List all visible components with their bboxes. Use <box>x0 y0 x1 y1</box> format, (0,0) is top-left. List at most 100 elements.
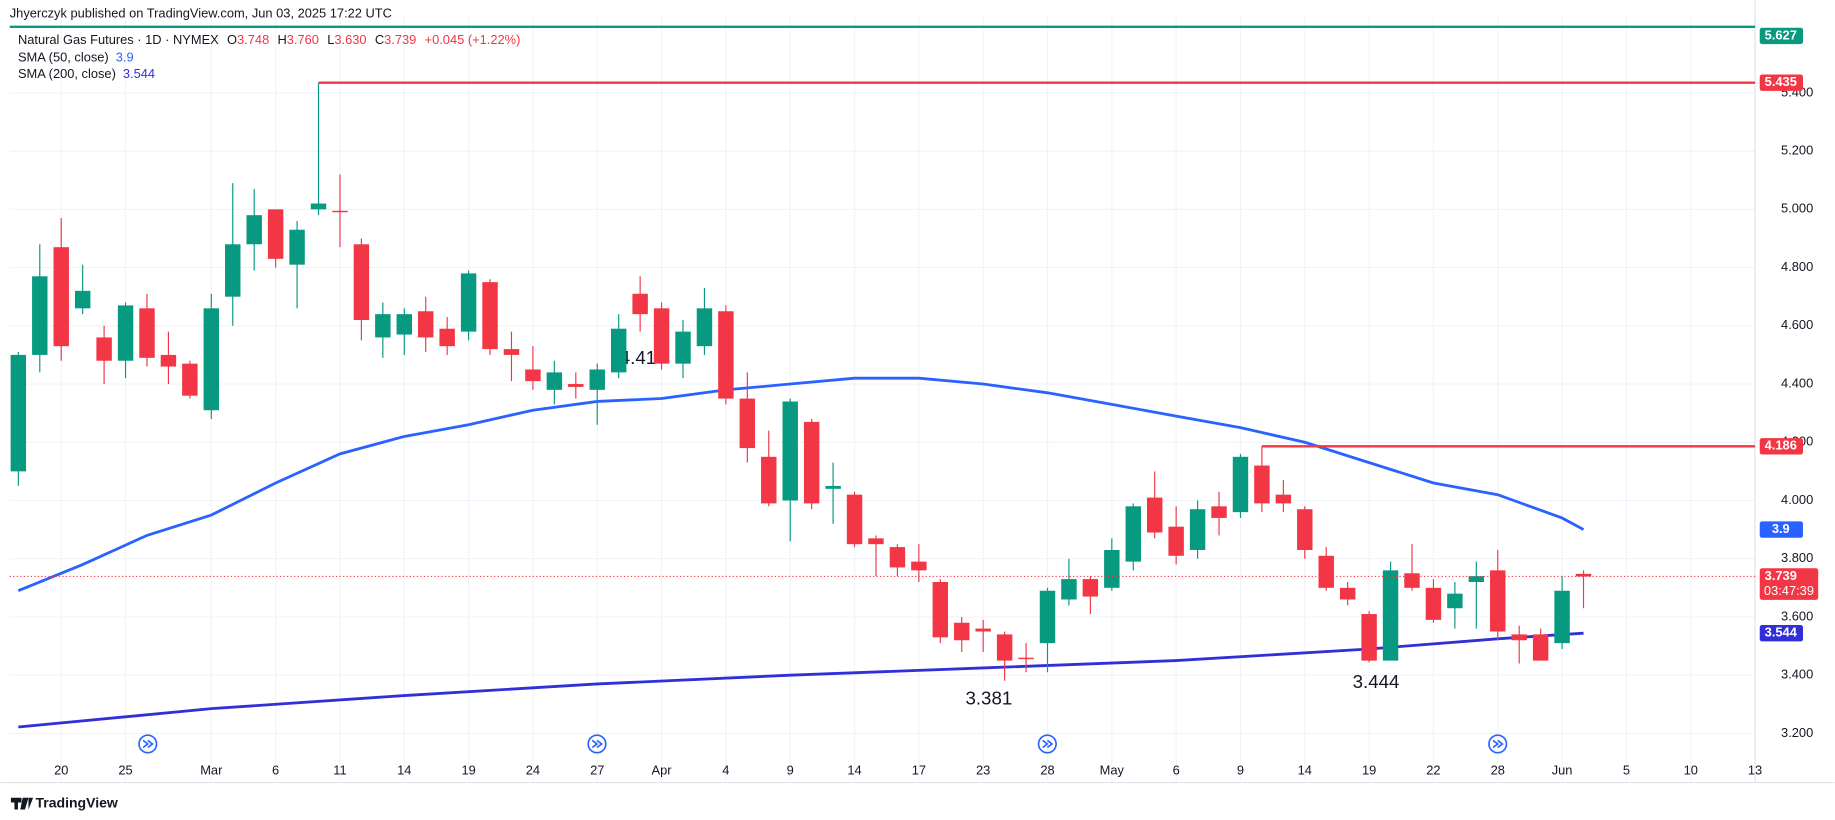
candle-body <box>439 328 455 347</box>
sma-name: SMA (200, close) <box>18 66 116 81</box>
x-tick-label: 14 <box>1298 762 1312 777</box>
candle-body <box>396 314 412 335</box>
y-tick-label: 3.400 <box>1781 667 1813 682</box>
x-tick-label: 14 <box>397 762 411 777</box>
last-price-label: 3.739 <box>1765 568 1797 583</box>
event-icons <box>138 734 1508 754</box>
event-icon[interactable] <box>587 734 607 754</box>
candle-body <box>1404 573 1420 588</box>
candle-body <box>782 401 798 501</box>
level-label: 5.627 <box>1765 27 1797 42</box>
candle-body <box>1254 465 1270 504</box>
event-icon[interactable] <box>1037 734 1057 754</box>
y-tick-label: 5.200 <box>1781 143 1813 158</box>
x-tick-label: 19 <box>1362 762 1376 777</box>
candle-body <box>182 363 198 396</box>
y-tick-label: 3.800 <box>1781 550 1813 565</box>
candle-body <box>1211 506 1227 518</box>
candle-body <box>53 247 69 347</box>
y-tick-label: 3.600 <box>1781 608 1813 623</box>
candle-body <box>1104 549 1120 588</box>
candle-body <box>482 282 498 350</box>
y-tick-label: 4.000 <box>1781 492 1813 507</box>
ohlc-value: 3.739 <box>384 32 416 47</box>
candle-body <box>32 276 48 355</box>
event-icon[interactable] <box>1488 734 1508 754</box>
level-label-box <box>1759 27 1804 45</box>
candle-body <box>289 229 305 265</box>
y-tick-label: 4.400 <box>1781 375 1813 390</box>
y-tick-label: 5.000 <box>1781 201 1813 216</box>
sma-label: 3.9 <box>1772 521 1790 536</box>
candle-body <box>139 308 155 358</box>
event-icon[interactable] <box>138 734 158 754</box>
candle-body <box>1361 614 1377 661</box>
x-tick-label: 14 <box>847 762 861 777</box>
event-arrow <box>1042 739 1054 749</box>
candle-body <box>1232 456 1249 513</box>
candle-body <box>74 290 91 309</box>
level-label: 5.435 <box>1765 74 1797 89</box>
candle-body <box>1575 573 1592 577</box>
x-tick-label: 9 <box>1237 762 1244 777</box>
candle-body <box>267 209 284 259</box>
candle-body <box>1125 506 1141 562</box>
level-label-box <box>1759 74 1804 91</box>
candle-body <box>96 337 112 361</box>
sma-line <box>18 631 1584 729</box>
ohlc-value: 3.760 <box>287 32 319 47</box>
legend-row: SMA (200, close) 3.544 <box>18 66 155 81</box>
x-tick-label: 10 <box>1684 762 1698 777</box>
event-arrow <box>142 739 154 749</box>
candle-body <box>1382 570 1399 661</box>
ohlc-key: H <box>277 32 286 47</box>
candle-body <box>1018 657 1034 660</box>
last-price-box <box>1759 568 1819 600</box>
background-layer: 3.2003.4003.6003.8004.0004.2004.4004.600… <box>0 0 1835 784</box>
y-tick-label: 4.600 <box>1781 317 1813 332</box>
ohlc-key: O <box>227 32 237 47</box>
candle-body <box>803 421 820 504</box>
x-tick-label: 6 <box>1173 762 1180 777</box>
level-label: 4.186 <box>1765 438 1797 453</box>
sma-value: 3.544 <box>123 66 155 81</box>
candle-body <box>332 210 348 213</box>
candle-body <box>1339 587 1356 600</box>
x-tick-label: 11 <box>333 762 346 777</box>
legend-row: Natural Gas Futures · 1D · NYMEX O3.748 … <box>18 32 520 47</box>
x-tick-label: 19 <box>461 762 475 777</box>
candle-body <box>1318 555 1334 588</box>
candle-body <box>996 634 1013 661</box>
sma-line <box>17 376 1585 593</box>
x-tick-label: 25 <box>118 762 132 777</box>
x-tick-label: 9 <box>787 762 794 777</box>
annotation: 4.41 <box>620 347 656 368</box>
ohlc-key: C <box>375 32 384 47</box>
candle-body <box>203 308 220 411</box>
x-tick-label: 22 <box>1426 762 1440 777</box>
candle-body <box>761 456 777 504</box>
candle-body <box>675 331 691 364</box>
brand-logo <box>10 797 34 810</box>
candle-body <box>375 314 391 338</box>
y-tick-label: 4.800 <box>1781 259 1813 274</box>
candle-body <box>460 273 477 332</box>
candle-body <box>1425 587 1442 620</box>
candle-body <box>911 561 927 571</box>
sma-value: 3.9 <box>116 50 134 65</box>
sma-label: 3.544 <box>1765 625 1798 640</box>
x-tick-label: Jun <box>1552 762 1573 777</box>
ohlc-value: 3.630 <box>334 32 366 47</box>
y-tick-label: 3.200 <box>1781 725 1813 740</box>
candle-body <box>718 311 734 399</box>
brand: TradingView <box>36 794 118 810</box>
ohlc-value: 3.748 <box>237 32 269 47</box>
sma-label-box <box>1759 521 1804 538</box>
candle-body <box>1168 526 1184 556</box>
candle-body <box>1061 579 1077 600</box>
candle-body <box>653 308 670 364</box>
candle-body <box>1554 590 1570 644</box>
countdown: 03:47:39 <box>1764 583 1814 598</box>
